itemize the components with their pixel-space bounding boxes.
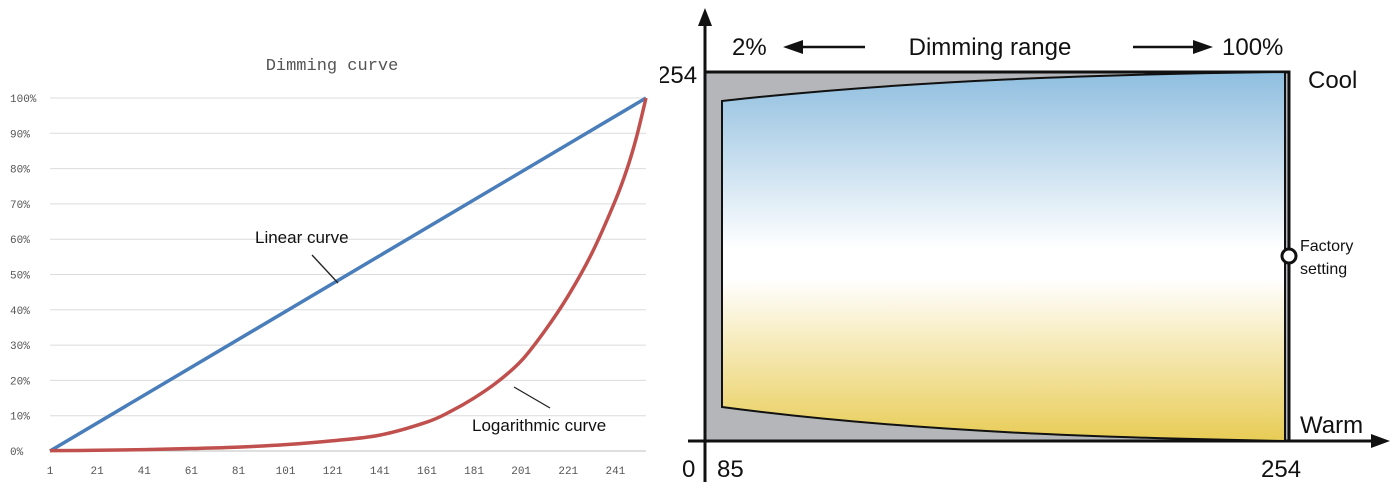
y-tick-label: 254 xyxy=(660,62,697,89)
x-tick-label: 201 xyxy=(511,466,531,478)
linear-curve-label: Linear curve xyxy=(255,228,349,247)
x-tick-label: 1 xyxy=(47,466,54,478)
x-tick-label: 0 xyxy=(682,456,695,483)
x-tick-label: 221 xyxy=(558,466,578,478)
x-tick-label: 161 xyxy=(417,466,437,478)
y-tick-label: 10% xyxy=(10,412,30,424)
y-tick-label: 30% xyxy=(10,341,30,353)
y-axis-arrow-icon xyxy=(698,8,712,26)
x-tick-label: 85 xyxy=(717,456,744,483)
color-temperature-area xyxy=(721,70,1286,443)
dimming-curve-svg: Dimming curve 0% 10% 20% 30% 40% 50% 60% 70% 80%… xyxy=(10,57,648,478)
x-tick-label: 41 xyxy=(138,466,152,478)
x-tick-label: 81 xyxy=(232,466,246,478)
y-tick-label: 40% xyxy=(10,306,30,318)
logarithmic-curve-line xyxy=(49,97,648,453)
y-tick-label: 70% xyxy=(10,200,30,212)
cool-label: Cool xyxy=(1308,67,1357,94)
x-tick-label: 241 xyxy=(605,466,625,478)
y-tick-label: 100% xyxy=(10,94,37,106)
arrow-right-icon xyxy=(1193,40,1213,54)
x-tick-label: 101 xyxy=(276,466,296,478)
logarithmic-curve-leader xyxy=(513,386,551,409)
dimming-range-svg: Factory setting Cool Warm 254 0 85 254 2% Dimming… xyxy=(657,8,1390,483)
range-min-label: 2% xyxy=(732,34,767,61)
x-tick-label: 61 xyxy=(185,466,199,478)
range-max-label: 100% xyxy=(1222,34,1283,61)
factory-setting-marker xyxy=(1280,247,1298,265)
arrow-left-icon xyxy=(783,40,803,54)
y-tick-label: 20% xyxy=(10,376,30,388)
factory-setting-label-2: setting xyxy=(1300,261,1347,278)
x-tick-label: 181 xyxy=(464,466,484,478)
dimming-range-diagram: Factory setting Cool Warm 254 0 85 254 2% Dimming… xyxy=(657,0,1393,489)
factory-setting-label: Factory xyxy=(1300,238,1353,255)
chart-title: Dimming curve xyxy=(266,57,399,76)
y-tick-label: 0% xyxy=(10,447,24,459)
x-axis-arrow-icon xyxy=(1371,434,1390,448)
x-tick-label: 21 xyxy=(91,466,105,478)
range-title: Dimming range xyxy=(909,34,1072,61)
y-tick-label: 60% xyxy=(10,235,30,247)
y-tick-label: 50% xyxy=(10,271,30,283)
linear-curve-leader xyxy=(311,254,339,284)
x-tick-label: 141 xyxy=(370,466,390,478)
warm-label: Warm xyxy=(1300,412,1363,439)
x-tick-label: 254 xyxy=(1261,456,1301,483)
linear-curve-line xyxy=(49,96,647,453)
dimming-curve-chart: Dimming curve 0% 10% 20% 30% 40% 50% 60% 70% 80%… xyxy=(0,0,660,489)
logarithmic-curve-label: Logarithmic curve xyxy=(472,416,606,435)
y-tick-label: 80% xyxy=(10,165,30,177)
x-tick-label: 121 xyxy=(323,466,343,478)
y-tick-label: 90% xyxy=(10,129,30,141)
